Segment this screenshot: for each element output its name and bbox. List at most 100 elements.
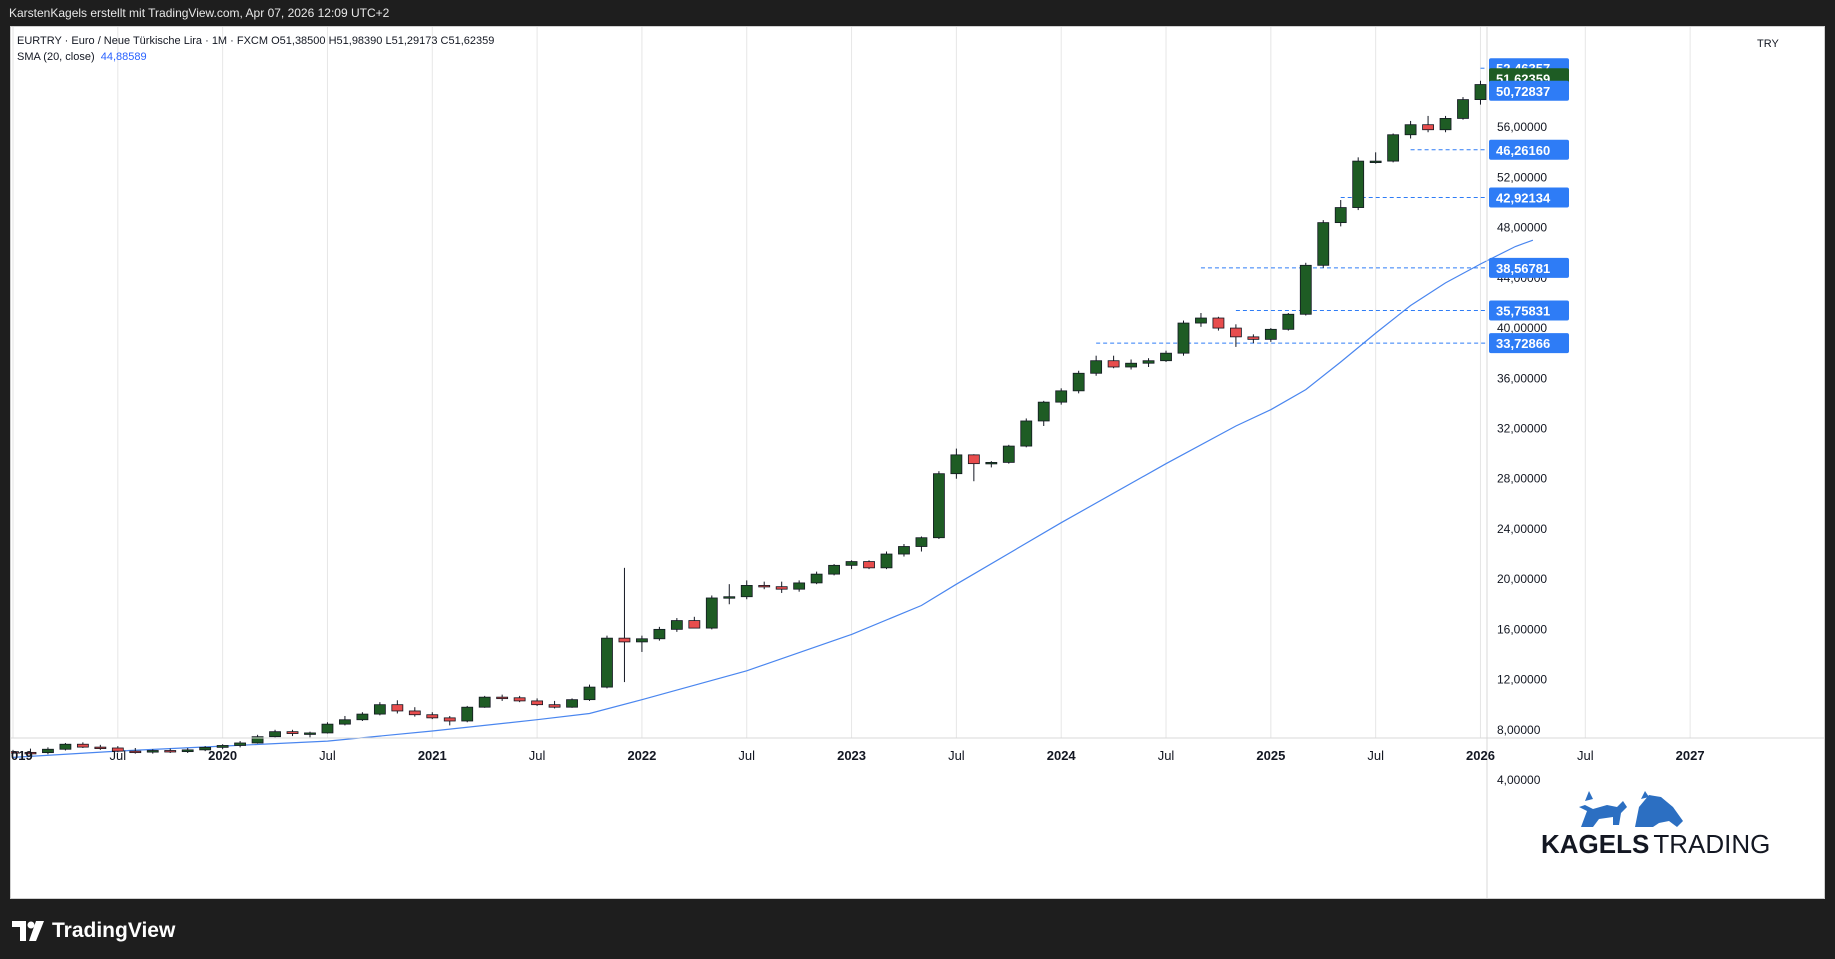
candle — [59, 742, 72, 751]
candle — [1282, 313, 1295, 331]
candle-body — [723, 596, 736, 599]
candle-body — [391, 704, 404, 712]
vertical-grid — [12, 27, 1691, 738]
candle-body — [1299, 264, 1312, 315]
candle-body — [1317, 222, 1330, 266]
candle-body — [129, 750, 142, 754]
chart-attribution: KarstenKagels erstellt mit TradingView.c… — [9, 6, 390, 20]
candle — [111, 746, 124, 753]
candle — [234, 741, 247, 748]
candle — [740, 580, 753, 600]
x-tick-label: 2025 — [1256, 748, 1285, 763]
candle-body — [1195, 317, 1207, 324]
watermark-bold: KAGELS — [1541, 829, 1649, 859]
x-tick-label: Jul — [738, 748, 755, 763]
footer-bar: TradingView — [0, 899, 1835, 959]
candle — [426, 712, 439, 720]
candle — [793, 580, 806, 592]
candle — [1439, 115, 1452, 133]
candle — [478, 695, 491, 708]
tradingview-logo[interactable]: TradingView — [12, 919, 175, 943]
price-label: 35,75831 — [1489, 300, 1569, 321]
candle — [286, 729, 299, 737]
candle — [1072, 370, 1085, 394]
candle-body — [1072, 372, 1085, 392]
candle-body — [286, 731, 299, 734]
candle-body — [1334, 207, 1347, 224]
x-tick-label: Jul — [1577, 748, 1594, 763]
candle-body — [531, 700, 543, 706]
candle — [723, 584, 736, 605]
candle — [1020, 418, 1033, 448]
candle-body — [496, 696, 509, 700]
candle — [845, 560, 858, 570]
candle-body — [1264, 328, 1277, 340]
y-tick-label: 32,00000 — [1497, 422, 1547, 436]
candle-body — [740, 585, 753, 598]
y-tick-label: 24,00000 — [1497, 522, 1547, 536]
candle — [146, 749, 159, 754]
candle — [810, 571, 823, 585]
kagels-trading-watermark: KAGELS TRADING — [1541, 791, 1770, 859]
x-tick-label: 2027 — [1676, 748, 1705, 763]
price-label-bg — [1489, 300, 1569, 321]
candle — [898, 543, 910, 557]
candle — [1317, 220, 1330, 268]
candle-body — [1055, 390, 1068, 403]
candles — [11, 65, 1557, 755]
candle — [251, 734, 264, 744]
candle-body — [670, 620, 683, 630]
price-label: 46,26160 — [1489, 139, 1569, 160]
candle-body — [985, 461, 998, 465]
candle — [1334, 200, 1347, 227]
candle — [688, 616, 701, 629]
candle — [1125, 359, 1137, 370]
candle-body — [461, 706, 474, 722]
y-tick-label: 40,00000 — [1497, 321, 1547, 335]
candle — [269, 729, 281, 738]
candle-body — [566, 699, 578, 708]
candle-body — [1439, 118, 1452, 131]
candle-body — [234, 742, 247, 746]
candle — [1195, 313, 1207, 327]
candle — [1212, 316, 1225, 331]
candle-body — [636, 638, 648, 643]
candle — [880, 551, 893, 570]
candle-body — [216, 745, 229, 748]
candle-body — [42, 748, 54, 754]
candle-body — [548, 704, 561, 708]
candle-body — [810, 573, 823, 584]
candle-body — [1002, 445, 1015, 463]
x-tick-label: 2022 — [627, 748, 656, 763]
candle-body — [898, 546, 910, 555]
candle-body — [269, 731, 281, 738]
price-label: 38,56781 — [1489, 257, 1569, 278]
candle-body — [373, 704, 386, 715]
candle — [1474, 80, 1487, 105]
symbol-ohlc: EURTRY · Euro / Neue Türkische Lira · 1M… — [17, 35, 495, 47]
candle-body — [1142, 360, 1155, 364]
candle-body — [967, 454, 980, 465]
price-label: 50,72837 — [1489, 80, 1569, 101]
candle-body — [251, 736, 264, 744]
candle — [967, 454, 980, 482]
sma-label: SMA (20, close) — [17, 51, 95, 63]
candle-body — [915, 537, 928, 547]
candle — [443, 715, 456, 726]
candle — [1247, 334, 1260, 344]
candle — [1299, 262, 1312, 316]
candle-body — [863, 561, 875, 569]
y-tick-label: 8,00000 — [1497, 723, 1541, 737]
candle-body — [478, 696, 491, 708]
candle-body — [1352, 160, 1365, 208]
candle-body — [828, 564, 840, 575]
candle-body — [408, 710, 421, 716]
candle-body — [304, 732, 316, 735]
candle-body — [164, 750, 177, 753]
candle — [1387, 133, 1400, 163]
candle — [548, 700, 561, 709]
candle-body — [1230, 327, 1242, 338]
candle-body — [24, 751, 37, 755]
